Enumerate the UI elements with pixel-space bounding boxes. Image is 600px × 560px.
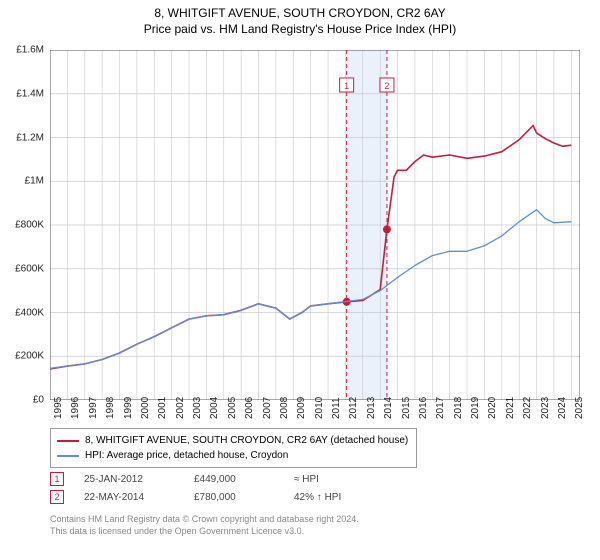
x-tick-label: 2015	[401, 389, 412, 419]
x-tick-label: 2012	[348, 389, 359, 419]
x-tick-label: 1995	[53, 389, 64, 419]
x-tick-label: 2008	[279, 389, 290, 419]
tx-marker-icon: 1	[50, 472, 64, 486]
y-tick-label: £200K	[4, 351, 44, 362]
x-tick-label: 2004	[209, 389, 220, 419]
x-tick-label: 2009	[296, 389, 307, 419]
transaction-table: 1 25-JAN-2012 £449,000 ≈ HPI 2 22-MAY-20…	[50, 470, 374, 506]
x-tick-label: 2014	[383, 389, 394, 419]
x-tick-label: 2019	[470, 389, 481, 419]
x-tick-label: 2002	[175, 389, 186, 419]
x-tick-label: 2011	[331, 389, 342, 419]
x-tick-label: 2017	[435, 389, 446, 419]
y-tick-label: £1M	[4, 176, 44, 187]
tx-price: £449,000	[194, 474, 274, 485]
y-tick-label: £1.6M	[4, 45, 44, 56]
x-tick-label: 1996	[70, 389, 81, 419]
x-tick-label: 2007	[262, 389, 273, 419]
x-tick-label: 2003	[192, 389, 203, 419]
x-tick-label: 2005	[227, 389, 238, 419]
chart-svg: 12	[50, 50, 580, 400]
x-tick-label: 2024	[557, 389, 568, 419]
footer-attribution: Contains HM Land Registry data © Crown c…	[50, 514, 359, 537]
chart-title-block: 8, WHITGIFT AVENUE, SOUTH CROYDON, CR2 6…	[0, 0, 600, 37]
title-line1: 8, WHITGIFT AVENUE, SOUTH CROYDON, CR2 6…	[0, 6, 600, 22]
x-tick-label: 2000	[140, 389, 151, 419]
y-tick-label: £400K	[4, 307, 44, 318]
x-tick-label: 1998	[105, 389, 116, 419]
x-tick-label: 2001	[157, 389, 168, 419]
y-tick-label: £800K	[4, 220, 44, 231]
y-tick-label: £1.2M	[4, 132, 44, 143]
footer-line2: This data is licensed under the Open Gov…	[50, 526, 359, 538]
x-tick-label: 2025	[574, 389, 585, 419]
y-tick-label: £0	[4, 395, 44, 406]
transaction-row-1: 1 25-JAN-2012 £449,000 ≈ HPI	[50, 470, 374, 488]
legend-swatch-hpi	[57, 455, 79, 457]
x-tick-label: 1997	[88, 389, 99, 419]
chart-plot-area: 12	[50, 50, 580, 400]
y-tick-label: £1.4M	[4, 88, 44, 99]
x-tick-label: 2020	[487, 389, 498, 419]
tx-marker-icon: 2	[50, 490, 64, 504]
x-tick-label: 2021	[505, 389, 516, 419]
x-tick-label: 2022	[522, 389, 533, 419]
x-tick-label: 2023	[540, 389, 551, 419]
legend-label-property: 8, WHITGIFT AVENUE, SOUTH CROYDON, CR2 6…	[85, 433, 408, 448]
x-tick-label: 2018	[453, 389, 464, 419]
legend-item-property: 8, WHITGIFT AVENUE, SOUTH CROYDON, CR2 6…	[57, 433, 408, 448]
footer-line1: Contains HM Land Registry data © Crown c…	[50, 514, 359, 526]
transaction-row-2: 2 22-MAY-2014 £780,000 42% ↑ HPI	[50, 488, 374, 506]
svg-text:1: 1	[344, 81, 349, 91]
y-tick-label: £600K	[4, 263, 44, 274]
title-line2: Price paid vs. HM Land Registry's House …	[0, 22, 600, 38]
tx-date: 25-JAN-2012	[84, 474, 174, 485]
x-tick-label: 1999	[123, 389, 134, 419]
legend: 8, WHITGIFT AVENUE, SOUTH CROYDON, CR2 6…	[50, 428, 417, 468]
legend-label-hpi: HPI: Average price, detached house, Croy…	[85, 448, 288, 463]
legend-swatch-property	[57, 440, 79, 442]
legend-item-hpi: HPI: Average price, detached house, Croy…	[57, 448, 408, 463]
tx-date: 22-MAY-2014	[84, 492, 174, 503]
tx-pct: 42% ↑ HPI	[294, 492, 374, 503]
x-tick-label: 2010	[314, 389, 325, 419]
x-tick-label: 2006	[244, 389, 255, 419]
tx-pct: ≈ HPI	[294, 474, 374, 485]
x-tick-label: 2016	[418, 389, 429, 419]
x-tick-label: 2013	[366, 389, 377, 419]
svg-text:2: 2	[384, 81, 389, 91]
tx-price: £780,000	[194, 492, 274, 503]
